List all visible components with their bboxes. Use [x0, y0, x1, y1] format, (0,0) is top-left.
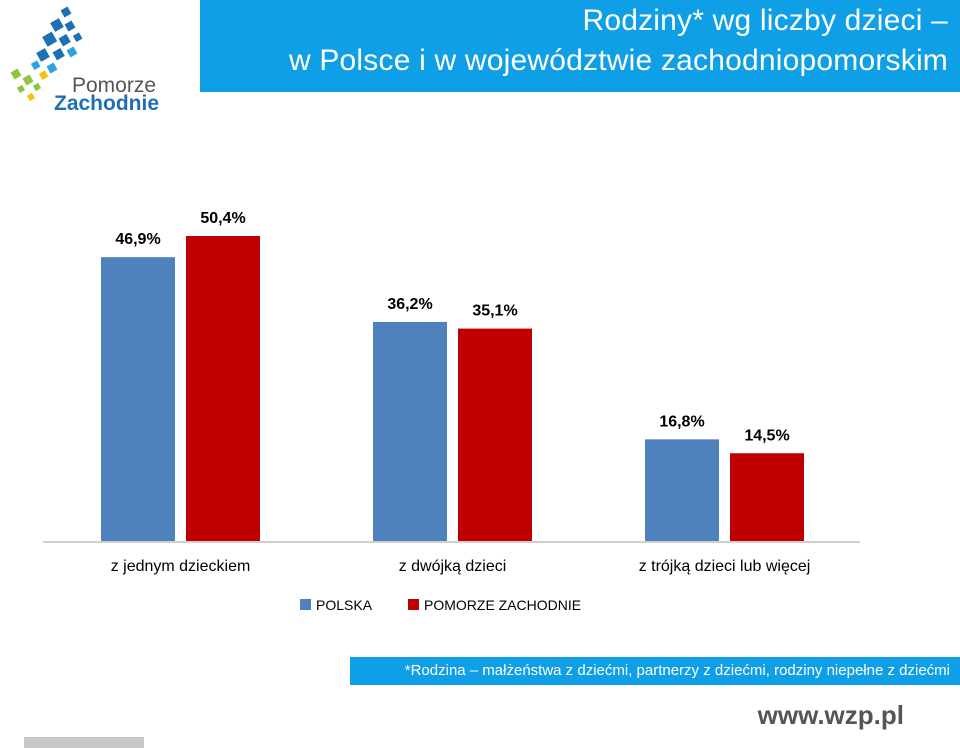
page-title-line-1: Rodziny* wg liczby dzieci – — [582, 4, 948, 37]
x-tick-label: z trójką dzieci lub więcej — [639, 558, 811, 575]
bar-polska-1 — [101, 257, 175, 541]
legend-label: POLSKA — [316, 597, 373, 613]
data-label: 35,1% — [472, 303, 517, 320]
bar-polska-3 — [645, 439, 719, 541]
bar-pomorze-zachodnie-1 — [186, 236, 260, 541]
logo-mark-icon: Pomorze Zachodnie — [10, 6, 159, 115]
x-tick-label: z dwójką dzieci — [399, 558, 507, 575]
data-label: 14,5% — [744, 427, 789, 444]
title-banner: Rodziny* wg liczby dzieci – w Polsce i w… — [200, 0, 960, 92]
chart-legend: POLSKA POMORZE ZACHODNIE — [300, 597, 581, 613]
bar-chart: 46,9% 50,4% 36,2% 35,1% 16,8% 14,5% z jednym … — [43, 210, 860, 613]
bar-pomorze-zachodnie-3 — [730, 453, 804, 541]
svg-text:Pomorze: Pomorze — [72, 74, 156, 97]
bar-polska-2 — [373, 321, 447, 541]
legend-label: POMORZE ZACHODNIE — [424, 597, 581, 613]
svg-text:Zachodnie: Zachodnie — [54, 92, 159, 114]
pomorze-zachodnie-logo: Pomorze Zachodnie — [4, 4, 194, 115]
data-label: 16,8% — [659, 413, 704, 430]
decorative-strip — [24, 737, 144, 748]
bar-pomorze-zachodnie-2 — [458, 328, 532, 541]
legend-swatch — [300, 599, 311, 610]
footnote: *Rodzina – małżeństwa z dziećmi, partner… — [350, 657, 960, 685]
legend-swatch — [408, 599, 419, 610]
data-label: 46,9% — [115, 231, 160, 248]
page-title-line-2: w Polsce i w województwie zachodniopomor… — [288, 44, 948, 77]
data-label: 50,4% — [200, 210, 245, 227]
website-link[interactable]: www.wzp.pl — [757, 700, 904, 730]
x-tick-label: z jednym dzieckiem — [111, 558, 251, 575]
data-label: 36,2% — [387, 296, 432, 313]
